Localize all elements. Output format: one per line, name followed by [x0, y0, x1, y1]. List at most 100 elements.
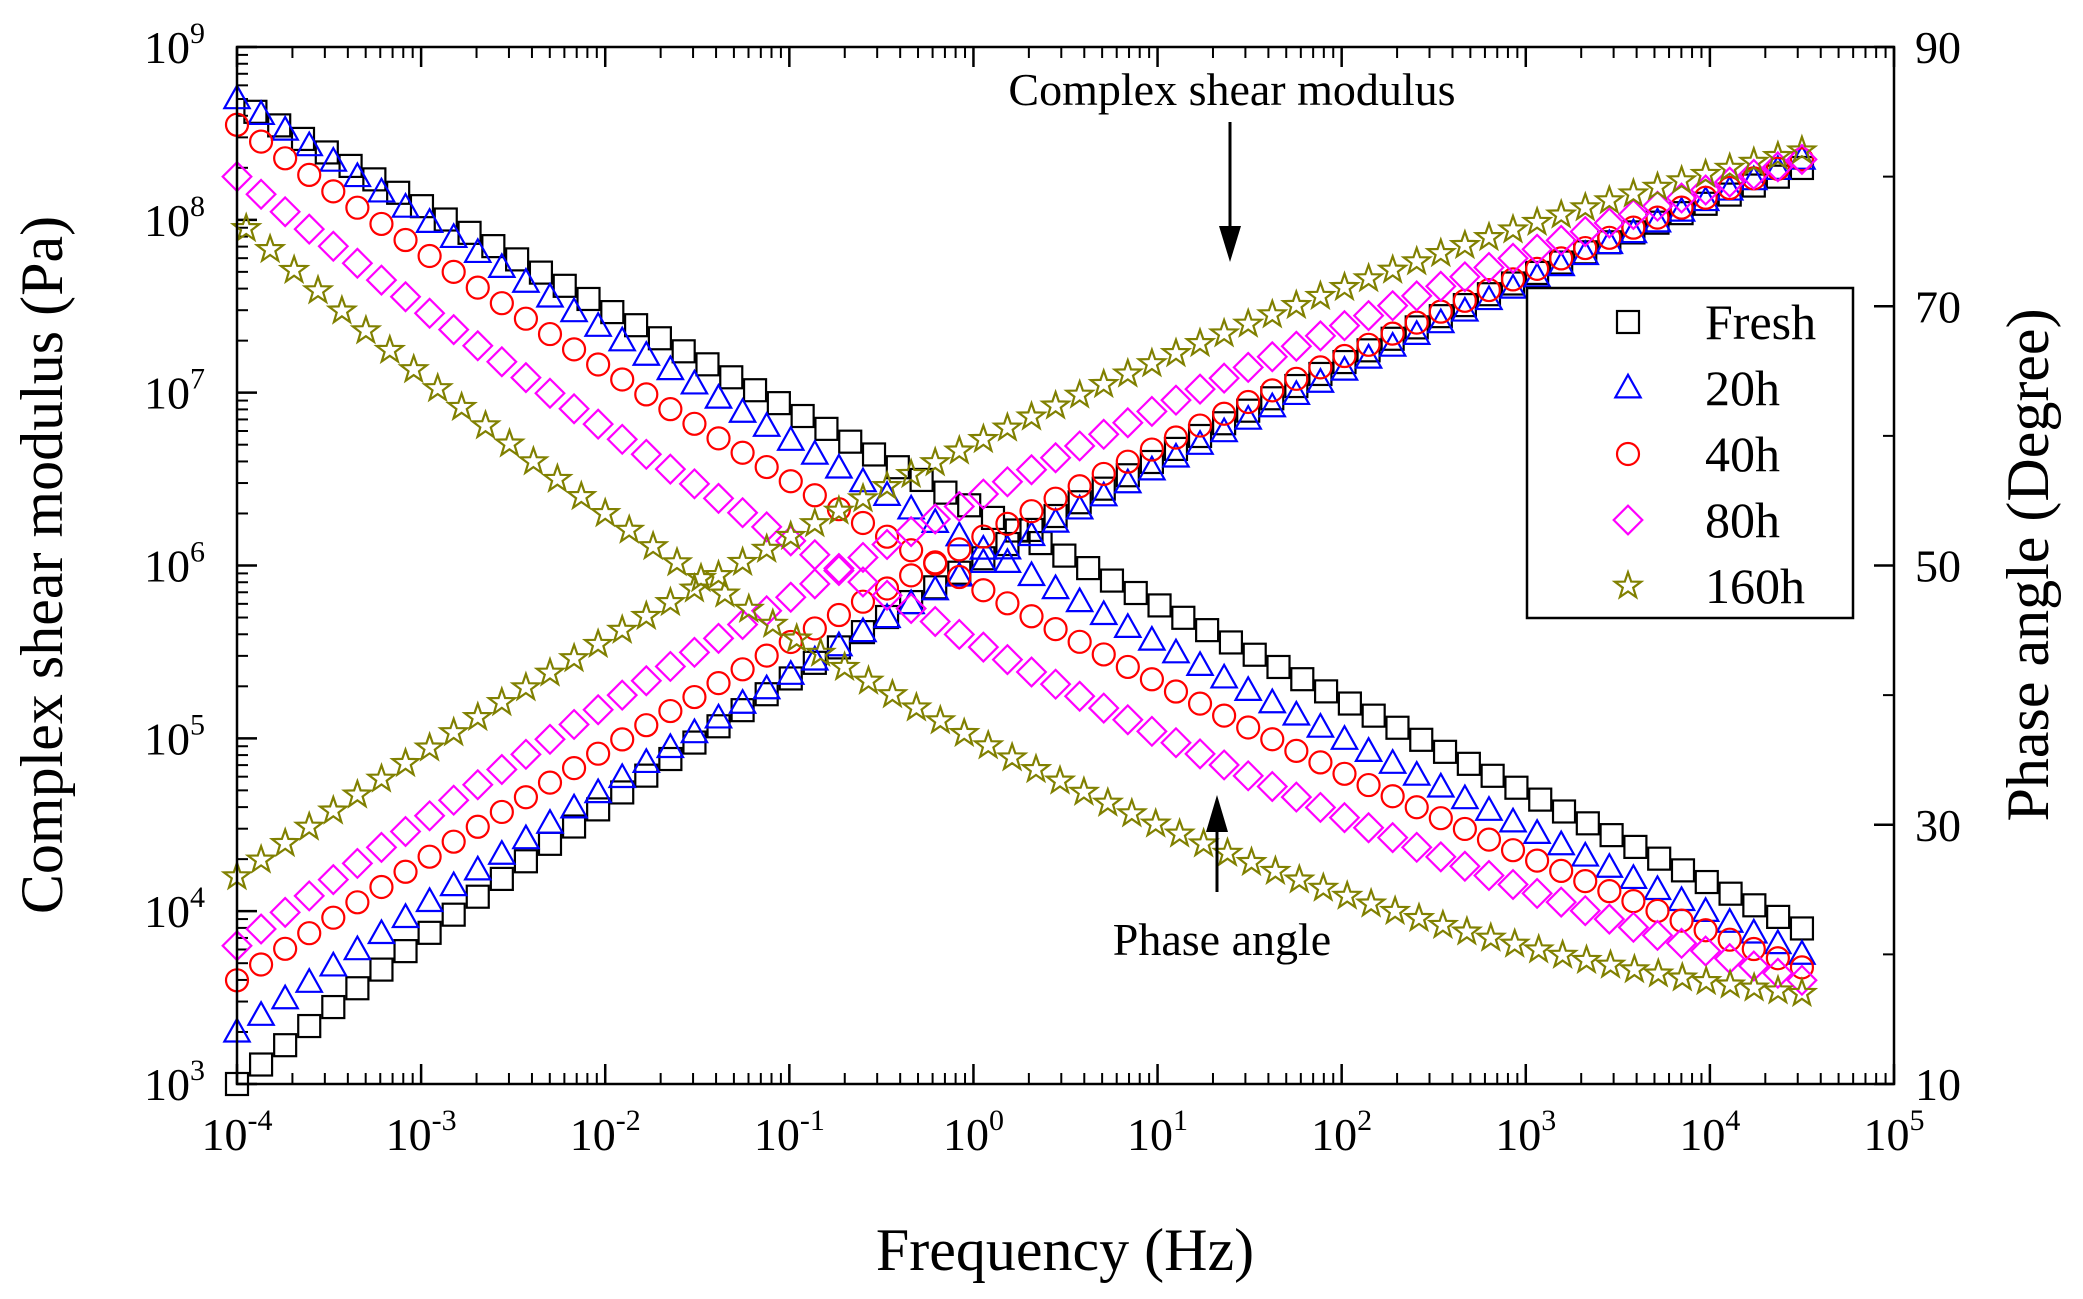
modulus-point-40h: [1500, 267, 1526, 292]
phase-point-80h: [823, 552, 855, 585]
phase-point-160h: [1426, 908, 1460, 940]
phase-point-20h: [631, 339, 661, 366]
modulus-point-40h: [1187, 413, 1213, 438]
modulus-point-160h: [1593, 183, 1626, 215]
modulus-point-80h: [582, 693, 614, 726]
phase-point-Fresh: [1694, 869, 1719, 895]
modulus-point-160h: [991, 410, 1024, 442]
modulus-point-40h: [1067, 474, 1092, 499]
modulus-point-160h: [461, 700, 494, 732]
phase-point-40h: [1115, 654, 1140, 680]
phase-point-Fresh: [314, 140, 339, 165]
modulus-point-80h: [1256, 340, 1289, 373]
phase-point-80h: [750, 511, 783, 543]
phase-point-80h: [1039, 668, 1072, 701]
data-markers: [220, 83, 1819, 1097]
modulus-point-160h: [726, 545, 759, 577]
modulus-point-40h: [489, 799, 514, 825]
modulus-point-80h: [1424, 270, 1457, 303]
phase-point-20h: [728, 396, 758, 423]
phase-point-160h: [1307, 871, 1340, 902]
modulus-point-160h: [1689, 157, 1722, 189]
phase-point-Fresh: [433, 207, 458, 232]
modulus-point-20h: [752, 673, 782, 700]
modulus-point-20h: [1522, 261, 1552, 288]
modulus-point-160h: [894, 457, 928, 489]
y2-tick-label: 70: [1915, 281, 1961, 332]
phase-point-80h: [1449, 850, 1481, 883]
phase-point-160h: [660, 545, 694, 577]
phase-point-40h: [248, 129, 274, 154]
phase-point-20h: [559, 296, 589, 323]
modulus-point-40h: [537, 770, 563, 795]
modulus-point-Fresh: [923, 575, 948, 600]
modulus-point-80h: [389, 815, 422, 848]
phase-point-160h: [780, 621, 814, 653]
phase-point-80h: [437, 313, 470, 346]
modulus-point-80h: [654, 650, 687, 683]
phase-point-160h: [1666, 960, 1699, 992]
modulus-point-40h: [513, 785, 539, 810]
modulus-point-160h: [1376, 252, 1409, 284]
modulus-point-40h: [248, 952, 274, 977]
phase-point-40h: [513, 306, 539, 331]
phase-point-Fresh: [267, 113, 292, 138]
phase-point-Fresh: [1456, 751, 1481, 776]
phase-point-20h: [294, 130, 324, 157]
modulus-point-80h: [1304, 320, 1337, 352]
modulus-point-160h: [1761, 139, 1795, 171]
modulus-point-20h: [776, 659, 806, 685]
phase-point-80h: [389, 280, 422, 313]
phase-point-20h: [1642, 874, 1673, 901]
phase-point-20h: [1739, 917, 1769, 944]
phase-point-40h: [706, 426, 731, 451]
modulus-point-80h: [1400, 280, 1433, 312]
phase-point-20h: [1089, 599, 1119, 626]
modulus-point-160h: [1785, 133, 1819, 165]
phase-point-40h: [393, 227, 418, 253]
modulus-point-80h: [341, 847, 374, 880]
modulus-point-80h: [1593, 207, 1626, 239]
modulus-point-Fresh: [1187, 423, 1213, 449]
modulus-point-160h: [1135, 346, 1169, 378]
modulus-point-20h: [631, 747, 661, 774]
phase-point-160h: [1642, 956, 1675, 988]
modulus-point-20h: [1089, 480, 1119, 507]
phase-point-80h: [991, 643, 1024, 676]
modulus-point-160h: [1400, 244, 1433, 276]
modulus-point-40h: [1332, 343, 1357, 369]
phase-point-80h: [558, 392, 590, 425]
modulus-point-40h: [874, 576, 900, 601]
phase-point-40h: [971, 578, 996, 603]
modulus-point-Fresh: [1067, 490, 1092, 515]
legend: Fresh 20h 40h 80h 160h: [1525, 286, 1855, 620]
phase-point-80h: [1184, 738, 1216, 770]
modulus-point-40h: [1380, 321, 1405, 346]
phase-point-Fresh: [1099, 568, 1125, 593]
modulus-point-40h: [369, 874, 394, 900]
phase-point-40h: [1019, 604, 1044, 629]
phase-point-80h: [702, 482, 735, 515]
modulus-point-40h: [1308, 355, 1333, 380]
modulus-point-Fresh: [465, 884, 490, 909]
phase-point-40h: [923, 551, 948, 576]
phase-point-80h: [1569, 894, 1602, 927]
modulus-point-160h: [293, 809, 326, 841]
phase-point-40h: [634, 382, 659, 407]
modulus-point-20h: [1305, 366, 1335, 393]
phase-point-20h: [1787, 938, 1817, 965]
phase-point-160h: [1761, 973, 1795, 1005]
phase-point-Fresh: [1551, 799, 1577, 824]
modulus-point-160h: [1496, 212, 1530, 244]
modulus-point-Fresh: [1139, 449, 1164, 475]
phase-point-Fresh: [1171, 605, 1196, 630]
phase-point-Fresh: [742, 378, 768, 403]
x-tick-label: 10-3: [386, 1104, 457, 1160]
modulus-point-Fresh: [610, 780, 635, 805]
phase-point-80h: [1087, 692, 1120, 724]
modulus-point-160h: [1737, 145, 1771, 177]
annotation-phase-arrow-head: [1206, 795, 1228, 832]
modulus-point-Fresh: [826, 635, 852, 660]
phase-point-40h: [1597, 879, 1622, 904]
phase-point-Fresh: [1385, 715, 1410, 740]
